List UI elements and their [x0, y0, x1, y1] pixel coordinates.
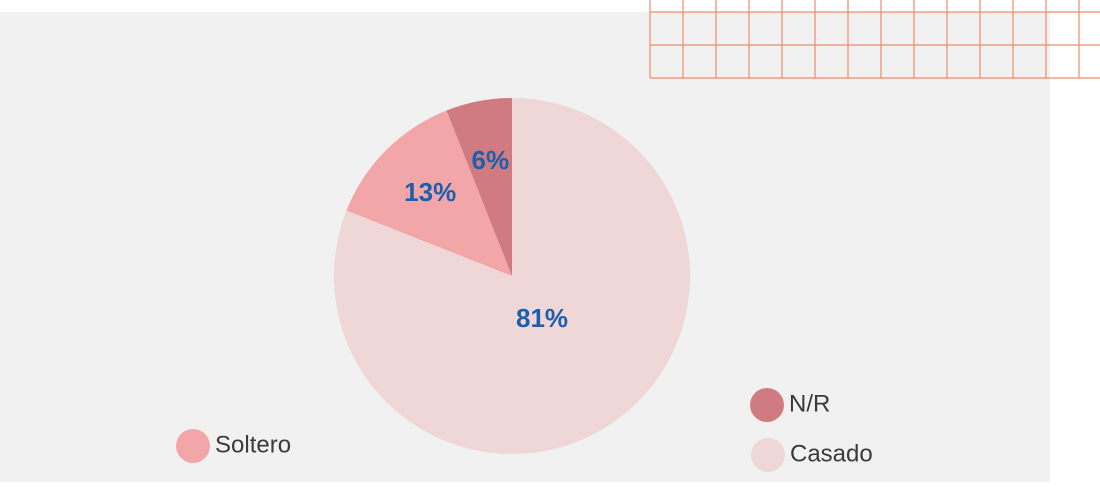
- pie-slice: [346, 110, 512, 276]
- data-label: 6%: [472, 145, 510, 175]
- legend-swatch: [751, 438, 785, 472]
- pie-slice: [446, 98, 512, 276]
- legend-label: N/R: [789, 390, 830, 417]
- legend-label: Casado: [790, 440, 873, 467]
- legend-label: Soltero: [215, 431, 291, 458]
- decor-grid: [649, 0, 1100, 79]
- legend-swatch: [750, 388, 784, 422]
- data-label: 81%: [516, 303, 568, 333]
- data-label: 13%: [404, 177, 456, 207]
- legend-swatch: [176, 429, 210, 463]
